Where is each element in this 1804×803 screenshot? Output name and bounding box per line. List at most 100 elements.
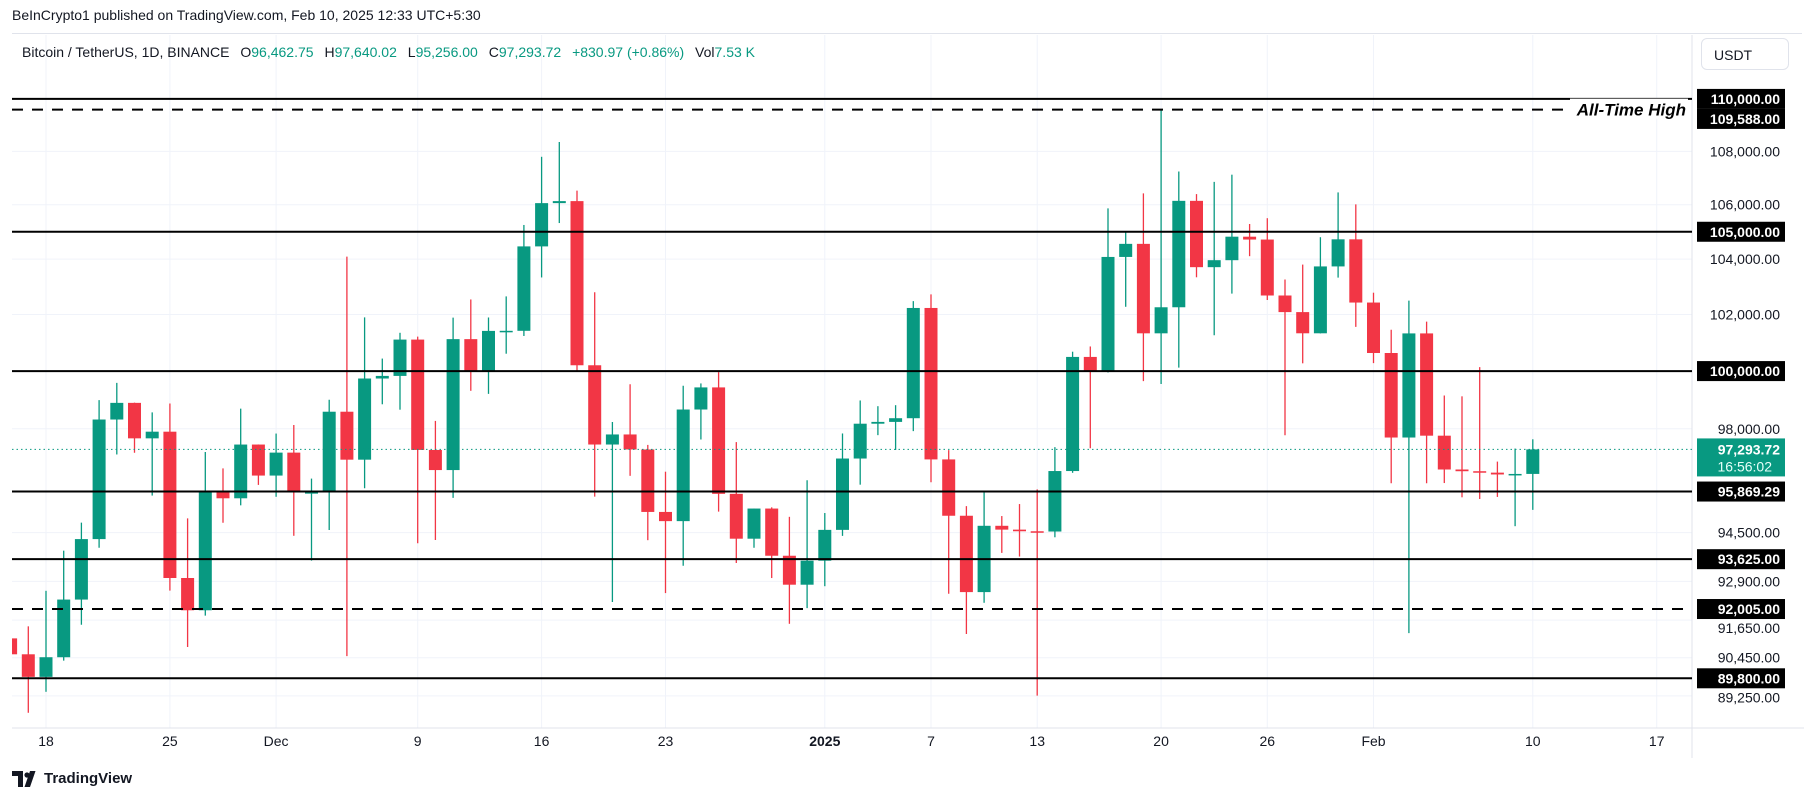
- currency-button[interactable]: USDT: [1701, 38, 1789, 70]
- candle-body[interactable]: [1296, 312, 1310, 334]
- candle-body[interactable]: [411, 339, 425, 450]
- candle-body[interactable]: [694, 387, 708, 410]
- candle-body[interactable]: [128, 402, 141, 439]
- symbol-title[interactable]: Bitcoin / TetherUS, 1D, BINANCE: [22, 44, 230, 60]
- date-tick-label: Dec: [264, 733, 289, 749]
- current-price-label-box: [1697, 438, 1785, 477]
- candle-body[interactable]: [729, 493, 743, 539]
- candle-body[interactable]: [1437, 435, 1451, 470]
- candle-body[interactable]: [358, 378, 372, 460]
- candle-body[interactable]: [1420, 333, 1434, 436]
- candle-body[interactable]: [1384, 353, 1398, 438]
- candle-body[interactable]: [234, 444, 248, 499]
- candle-body[interactable]: [4, 638, 18, 655]
- candle-body[interactable]: [853, 423, 867, 459]
- candle-body[interactable]: [871, 421, 885, 424]
- candle-body[interactable]: [1083, 356, 1097, 372]
- candle-body[interactable]: [39, 657, 53, 677]
- candle-body[interactable]: [1101, 256, 1115, 372]
- candle-body[interactable]: [924, 307, 938, 460]
- candle-body[interactable]: [765, 508, 779, 556]
- candle-body[interactable]: [1313, 266, 1327, 334]
- candle-body[interactable]: [393, 339, 407, 376]
- candle-body[interactable]: [588, 365, 602, 445]
- candle-body[interactable]: [552, 201, 566, 204]
- candle-body[interactable]: [92, 419, 106, 540]
- candle-body[interactable]: [676, 409, 690, 522]
- candle-body[interactable]: [163, 431, 177, 579]
- price-level-label-box: [1697, 88, 1785, 109]
- date-tick-label: 26: [1260, 733, 1276, 749]
- candle-body[interactable]: [942, 459, 956, 516]
- candle-body[interactable]: [1367, 302, 1380, 354]
- high-label: H: [324, 44, 335, 60]
- candle-body[interactable]: [322, 411, 336, 493]
- candle-body[interactable]: [959, 515, 973, 593]
- candle-body[interactable]: [198, 491, 212, 611]
- candle-body[interactable]: [1030, 531, 1044, 533]
- candle-body[interactable]: [269, 452, 283, 476]
- candle-body[interactable]: [110, 402, 124, 420]
- candle-body[interactable]: [906, 307, 920, 419]
- candle-body[interactable]: [428, 449, 442, 471]
- candle-body[interactable]: [1455, 469, 1469, 472]
- candle-body[interactable]: [57, 599, 71, 658]
- candle-body[interactable]: [889, 418, 903, 422]
- tradingview-logo[interactable]: TradingView: [12, 770, 132, 787]
- candle-body[interactable]: [1473, 471, 1487, 473]
- candle-body[interactable]: [499, 330, 513, 333]
- candle-body[interactable]: [1190, 200, 1203, 268]
- candle-body[interactable]: [1278, 295, 1292, 313]
- candle-body[interactable]: [216, 491, 230, 499]
- candle-body[interactable]: [535, 203, 549, 247]
- candle-body[interactable]: [995, 525, 1009, 530]
- candle-body[interactable]: [782, 555, 796, 585]
- candle-body[interactable]: [517, 246, 531, 331]
- price-level-label-box: [1697, 549, 1785, 570]
- candle-body[interactable]: [1225, 236, 1239, 261]
- candle-body[interactable]: [464, 339, 478, 372]
- candle-body[interactable]: [251, 444, 265, 476]
- candle-body[interactable]: [1207, 260, 1221, 268]
- candle-body[interactable]: [800, 560, 814, 585]
- candle-body[interactable]: [1490, 472, 1504, 475]
- candle-body[interactable]: [605, 434, 619, 445]
- price-level-label-box: [1697, 108, 1785, 129]
- candle-body[interactable]: [1243, 236, 1257, 240]
- candle-body[interactable]: [1260, 239, 1274, 296]
- candle-body[interactable]: [747, 508, 761, 539]
- candle-body[interactable]: [1013, 529, 1026, 532]
- candle-body[interactable]: [375, 375, 389, 379]
- candle-body[interactable]: [1331, 239, 1345, 267]
- candle-body[interactable]: [623, 434, 637, 450]
- candle-body[interactable]: [818, 529, 832, 561]
- candle-body[interactable]: [1526, 449, 1540, 474]
- low-value: 95,256.00: [415, 44, 478, 60]
- candle-body[interactable]: [1154, 307, 1168, 334]
- candle-body[interactable]: [570, 201, 584, 366]
- candle-body[interactable]: [1119, 243, 1133, 257]
- candle-body[interactable]: [181, 578, 195, 611]
- candle-body[interactable]: [305, 492, 318, 494]
- candle-body[interactable]: [1136, 243, 1150, 334]
- candle-body[interactable]: [1402, 333, 1416, 438]
- candle-body[interactable]: [1066, 356, 1080, 472]
- candle-body[interactable]: [74, 539, 88, 600]
- candle-body[interactable]: [446, 339, 460, 471]
- candle-body[interactable]: [1172, 200, 1186, 308]
- candle-body[interactable]: [21, 654, 35, 677]
- candle-body[interactable]: [1048, 471, 1062, 532]
- ohlc-legend: Bitcoin / TetherUS, 1D, BINANCE O96,462.…: [22, 44, 755, 60]
- candle-body[interactable]: [712, 387, 726, 494]
- candle-body[interactable]: [641, 449, 655, 512]
- candle-body[interactable]: [1508, 473, 1522, 476]
- candle-body[interactable]: [287, 452, 301, 493]
- candle-body[interactable]: [659, 511, 672, 522]
- candle-body[interactable]: [340, 411, 354, 460]
- candle-body[interactable]: [145, 431, 159, 439]
- candle-body[interactable]: [482, 330, 495, 372]
- candle-body[interactable]: [836, 458, 849, 530]
- price-level-label: 89,800.00: [1718, 670, 1780, 686]
- candle-body[interactable]: [1349, 239, 1363, 303]
